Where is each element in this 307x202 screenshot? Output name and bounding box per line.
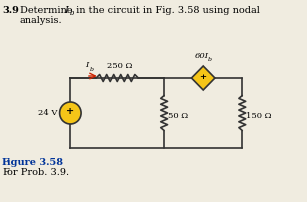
Text: I: I	[64, 6, 68, 15]
Text: analysis.: analysis.	[20, 16, 62, 25]
Text: 60I: 60I	[194, 52, 208, 60]
Text: b: b	[90, 67, 94, 72]
Text: igure 3.58: igure 3.58	[7, 158, 63, 167]
Text: 50 Ω: 50 Ω	[168, 112, 188, 120]
Text: I: I	[85, 61, 88, 69]
Polygon shape	[192, 66, 215, 90]
Text: +: +	[199, 73, 206, 81]
Text: b: b	[69, 9, 74, 17]
Text: 250 Ω: 250 Ω	[107, 62, 132, 70]
Text: +: +	[66, 107, 74, 117]
Circle shape	[60, 102, 81, 124]
Text: b: b	[208, 57, 212, 62]
Text: 3.9: 3.9	[2, 6, 19, 15]
Text: 150 Ω: 150 Ω	[246, 112, 272, 120]
Text: F: F	[2, 158, 9, 167]
Text: 24 V: 24 V	[38, 109, 58, 117]
Text: F: F	[2, 168, 9, 177]
Text: in the circuit in Fig. 3.58 using nodal: in the circuit in Fig. 3.58 using nodal	[73, 6, 260, 15]
Text: or Prob. 3.9.: or Prob. 3.9.	[7, 168, 69, 177]
Text: Determine: Determine	[20, 6, 75, 15]
